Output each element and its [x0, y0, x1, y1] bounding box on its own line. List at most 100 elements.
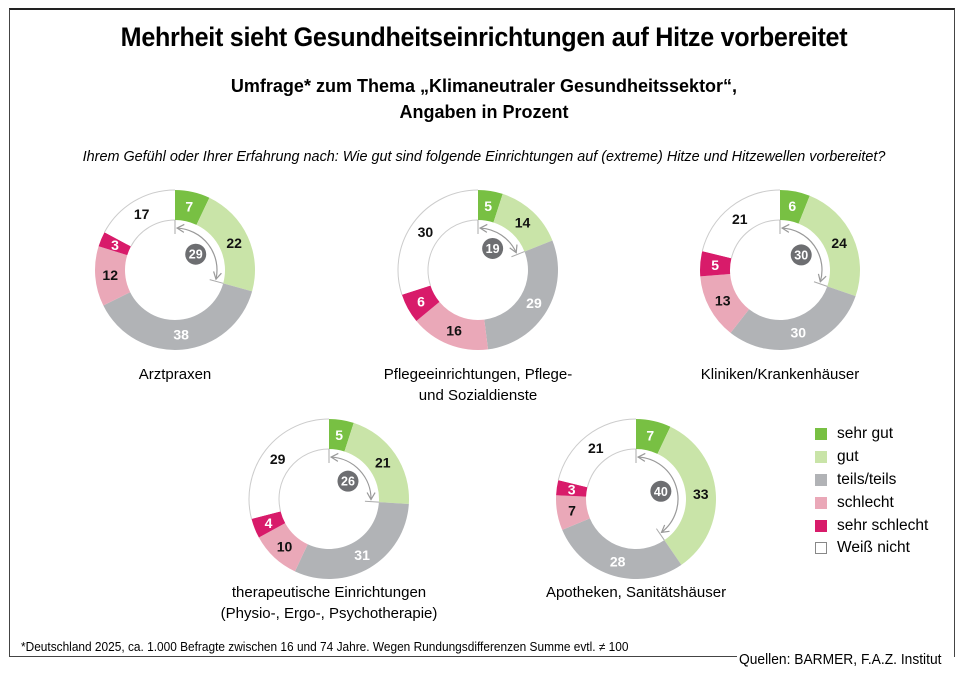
- arc-tick: [656, 528, 665, 541]
- slice-teils-teils: [562, 518, 682, 579]
- arrowhead-icon: [213, 271, 222, 281]
- good-total-arc: [331, 456, 372, 500]
- slice-gut: [493, 193, 553, 252]
- slice-gut: [344, 422, 409, 505]
- chart-subtitle: Umfrage* zum Thema „Klimaneutraler Gesun…: [0, 73, 968, 125]
- label-line: (Physio-, Ergo-, Psychotherapie): [220, 605, 438, 622]
- donut-category-label: therapeutische Einrichtungen (Physio-, Er…: [179, 582, 479, 624]
- value-label: 14: [515, 215, 531, 231]
- slice-teils-teils: [730, 286, 856, 350]
- arrowhead-icon: [636, 452, 646, 462]
- value-label: 21: [375, 454, 391, 470]
- subtitle-line-1: Umfrage* zum Thema „Klimaneutraler Gesun…: [230, 76, 738, 96]
- legend-label: sehr schlecht: [837, 516, 929, 534]
- label-line: Apotheken, Sanitätshäuser: [545, 584, 727, 601]
- value-label: 29: [270, 451, 286, 467]
- slice-sehr-gut: [780, 190, 810, 224]
- value-label: 4: [265, 515, 273, 531]
- slice-schlecht: [258, 523, 308, 572]
- legend-label: teils/teils: [837, 470, 897, 488]
- slice-outline-outer: [397, 189, 479, 295]
- label-line: Pflegeeinrichtungen, Pflege-: [383, 366, 573, 383]
- value-label: 5: [484, 198, 492, 214]
- arrowhead-icon: [660, 524, 670, 534]
- value-label: 6: [788, 198, 796, 214]
- legend-swatch: [815, 519, 827, 532]
- legend-item-schlecht: schlecht: [815, 491, 928, 514]
- good-total-value: 30: [794, 248, 808, 262]
- footnote: *Deutschland 2025, ca. 1.000 Befragte zw…: [21, 640, 629, 654]
- donut-2: 6 24 30 13 5 21 30: [700, 189, 860, 350]
- donut-category-label: Pflegeeinrichtungen, Pflege-und Sozialdi…: [328, 364, 628, 406]
- value-label: 29: [526, 295, 542, 311]
- legend-label: gut: [837, 448, 859, 466]
- value-label: 7: [646, 428, 654, 444]
- slice-schlecht: [556, 495, 590, 530]
- value-label: 6: [417, 293, 425, 309]
- slice-sehr-schlecht: [98, 232, 131, 256]
- arc-tick: [511, 251, 525, 258]
- value-label: 5: [335, 427, 343, 443]
- legend-item-gut: gut: [815, 446, 928, 469]
- slice-gut: [798, 195, 860, 297]
- good-total-badge: [337, 470, 359, 492]
- legend-item-sehr-gut: sehr gut: [815, 423, 928, 446]
- donut-category-label: Kliniken/Krankenhäuser: [630, 364, 930, 385]
- legend-item-sehr-schlecht: sehr schlecht: [815, 514, 928, 537]
- label-line: therapeutische Einrichtungen: [231, 584, 427, 601]
- value-label: 24: [831, 235, 847, 251]
- good-total-value: 40: [654, 485, 668, 499]
- legend-label: schlecht: [837, 493, 894, 511]
- value-label: 21: [732, 211, 748, 227]
- arrowhead-icon: [175, 223, 185, 233]
- legend-swatch: [815, 496, 827, 509]
- arrowhead-icon: [780, 223, 790, 233]
- good-total-value: 29: [189, 248, 203, 262]
- value-label: 17: [134, 206, 150, 222]
- slice-sehr-gut: [636, 419, 671, 454]
- legend-label: Weiß nicht: [837, 539, 910, 557]
- survey-question: Ihrem Gefühl oder Ihrer Erfahrung nach: …: [82, 148, 886, 165]
- donut-category-label: Arztpraxen: [25, 364, 325, 385]
- legend-swatch: [815, 473, 827, 486]
- donut-0: 7 22 38 12 3 17 29: [94, 189, 255, 350]
- good-total-arc: [480, 227, 517, 253]
- chart-frame: [9, 8, 955, 657]
- slice-outline-outer: [248, 418, 330, 520]
- value-label: 31: [354, 547, 370, 563]
- legend-swatch: [815, 542, 827, 555]
- slice-outline-inner: [130, 219, 176, 247]
- arrowhead-icon: [366, 492, 376, 501]
- slice-wei--nicht: [104, 190, 175, 247]
- slice-sehr-gut: [329, 419, 354, 452]
- value-label: 38: [173, 327, 189, 343]
- good-total-badge: [482, 237, 504, 259]
- slice-wei--nicht: [398, 190, 478, 295]
- slice-outline-inner: [278, 448, 330, 512]
- value-label: 7: [185, 199, 193, 215]
- legend-item-weiss-nicht: Weiß nicht: [815, 537, 928, 560]
- arc-tick: [813, 281, 828, 287]
- slice-outline-inner: [586, 448, 637, 488]
- frame-bottom-line: [9, 656, 737, 657]
- value-label: 12: [102, 267, 118, 283]
- slice-sehr-schlecht: [251, 511, 286, 538]
- slice-gut: [196, 197, 255, 292]
- slice-wei--nicht: [702, 190, 780, 259]
- value-label: 10: [277, 538, 293, 554]
- source-note: Quellen: BARMER, F.A.Z. Institut: [739, 651, 942, 668]
- slice-sehr-schlecht: [556, 480, 588, 497]
- slice-sehr-gut: [478, 190, 503, 223]
- label-line: Kliniken/Krankenhäuser: [700, 366, 860, 383]
- donut-1: 5 14 29 16 6 30 19: [397, 189, 558, 350]
- value-label: 3: [111, 237, 119, 253]
- slice-sehr-schlecht: [700, 251, 732, 277]
- good-total-value: 19: [486, 242, 500, 256]
- slice-schlecht: [416, 301, 489, 350]
- arc-tick: [364, 500, 379, 503]
- good-total-badge: [185, 243, 207, 265]
- slice-schlecht: [94, 246, 131, 306]
- value-label: 5: [711, 257, 719, 273]
- slice-sehr-schlecht: [401, 285, 440, 321]
